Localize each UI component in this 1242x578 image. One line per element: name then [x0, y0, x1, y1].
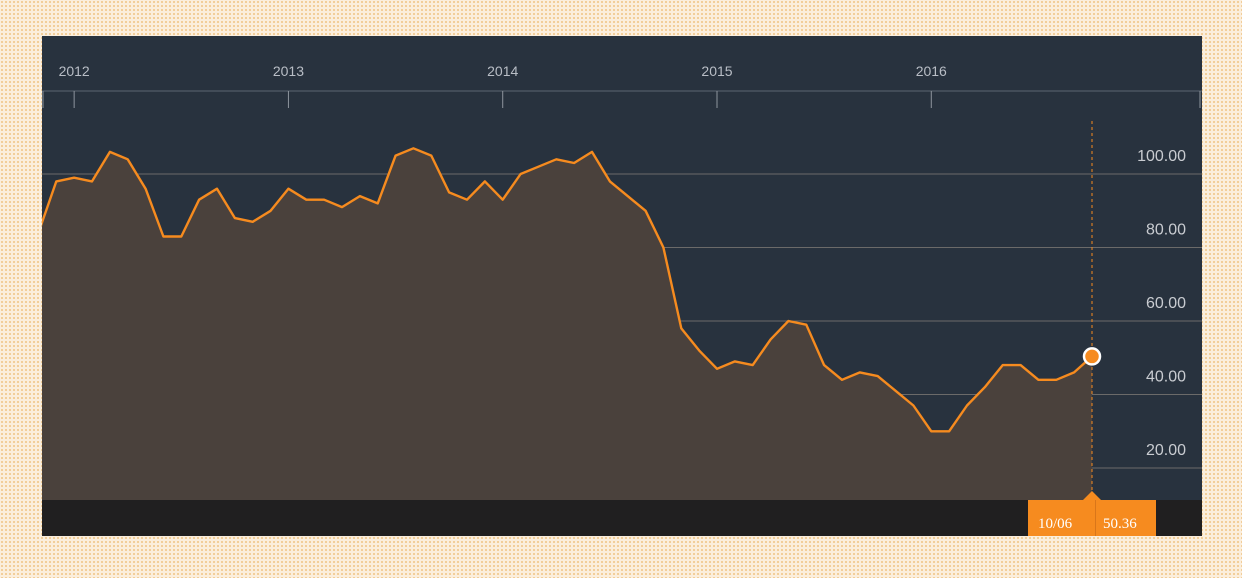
x-tick-labels: 2012 2013 2014 2015 2016 [59, 63, 947, 108]
chart-area[interactable]: 2012 2013 2014 2015 2016 20.00 40.00 60.00 80.0… [42, 36, 1202, 536]
x-tick-label: 2015 [701, 63, 732, 79]
area-fill [42, 148, 1092, 500]
x-tick-label: 2013 [273, 63, 304, 79]
y-tick-label: 100.00 [1137, 148, 1186, 165]
x-tick-label: 2016 [916, 63, 947, 79]
bottom-bar [42, 500, 1202, 536]
y-tick-label: 40.00 [1146, 369, 1186, 386]
price-chart[interactable]: 2012 2013 2014 2015 2016 20.00 40.00 60.00 80.0… [42, 36, 1202, 536]
current-point-marker[interactable] [1082, 347, 1102, 366]
y-tick-label: 20.00 [1146, 442, 1186, 459]
tooltip-divider [1095, 500, 1096, 536]
y-tick-labels: 20.00 40.00 60.00 80.00 100.00 [1137, 148, 1186, 459]
value-tooltip: 10/06 50.36 [1028, 491, 1156, 536]
tooltip-date: 10/06 [1038, 516, 1073, 532]
x-tick-label: 2014 [487, 63, 518, 79]
y-tick-label: 60.00 [1146, 295, 1186, 312]
x-tick-label: 2012 [59, 63, 90, 79]
tooltip-value: 50.36 [1103, 516, 1137, 532]
tooltip-pointer [1083, 491, 1101, 500]
tooltip-box [1028, 500, 1156, 536]
x-axis [42, 90, 1202, 108]
y-tick-label: 80.00 [1146, 222, 1186, 239]
price-line[interactable] [42, 147, 1093, 433]
